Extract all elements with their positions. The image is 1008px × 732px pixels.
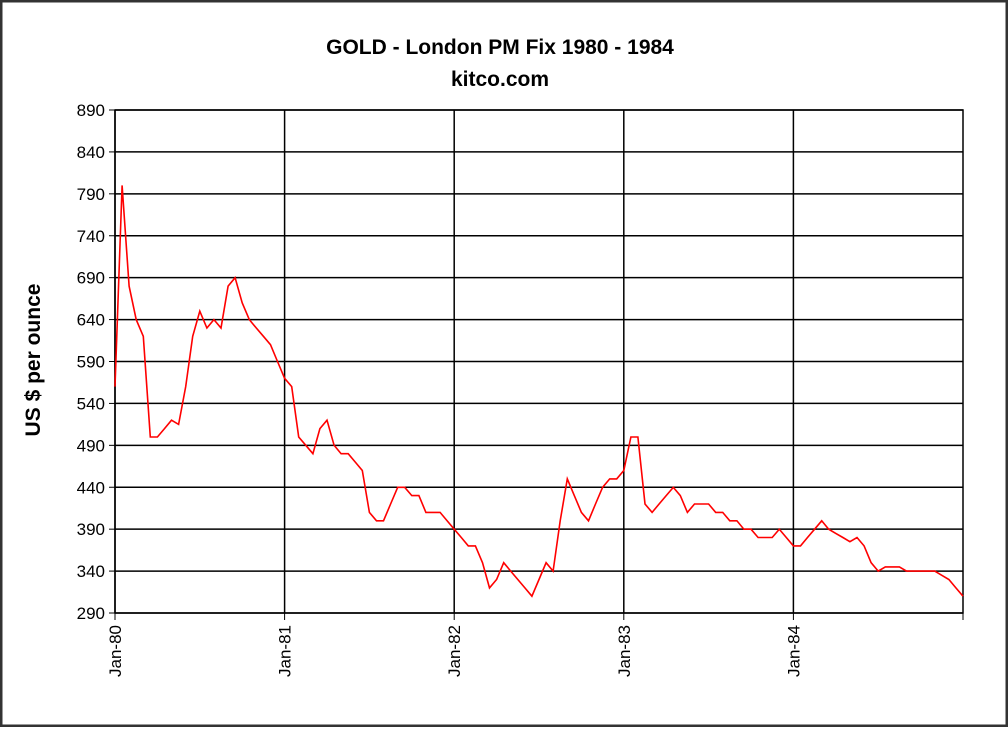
- y-tick-label: 490: [77, 436, 105, 455]
- y-tick-label: 540: [77, 394, 105, 413]
- chart-subtitle: kitco.com: [451, 68, 549, 91]
- x-tick-label: Jan-83: [615, 625, 634, 677]
- y-tick-label: 340: [77, 562, 105, 581]
- y-tick-label: 790: [77, 185, 105, 204]
- chart-title: GOLD - London PM Fix 1980 - 1984: [326, 36, 674, 59]
- y-tick-label: 590: [77, 353, 105, 372]
- y-tick-label: 840: [77, 143, 105, 162]
- y-tick-label: 640: [77, 311, 105, 330]
- x-tick-label: Jan-82: [445, 625, 464, 677]
- y-axis-label: US $ per ounce: [22, 284, 45, 437]
- y-tick-label: 390: [77, 520, 105, 539]
- y-tick-label: 890: [77, 101, 105, 120]
- price-line: [114, 185, 964, 598]
- x-tick-label: Jan-80: [106, 625, 125, 677]
- y-tick-label: 440: [77, 478, 105, 497]
- y-tick-label: 740: [77, 227, 105, 246]
- x-tick-label: Jan-84: [784, 625, 803, 677]
- y-tick-label: 290: [77, 604, 105, 623]
- x-tick-label: Jan-81: [276, 625, 295, 677]
- y-tick-label: 690: [77, 269, 105, 288]
